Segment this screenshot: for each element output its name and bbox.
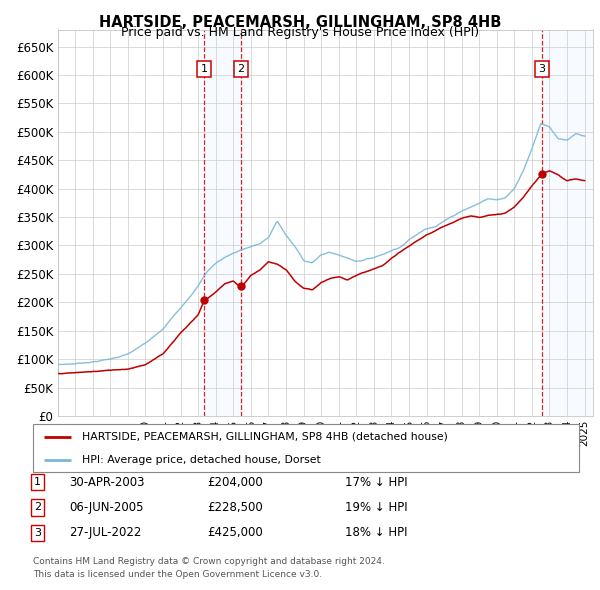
- Text: 30-APR-2003: 30-APR-2003: [69, 476, 145, 489]
- Text: This data is licensed under the Open Government Licence v3.0.: This data is licensed under the Open Gov…: [33, 571, 322, 579]
- Text: 2: 2: [34, 503, 41, 512]
- Text: 2: 2: [238, 64, 245, 74]
- Text: 27-JUL-2022: 27-JUL-2022: [69, 526, 142, 539]
- Text: 19% ↓ HPI: 19% ↓ HPI: [345, 501, 407, 514]
- Text: HPI: Average price, detached house, Dorset: HPI: Average price, detached house, Dors…: [82, 455, 321, 465]
- Text: £228,500: £228,500: [207, 501, 263, 514]
- Bar: [204, 30, 245, 416]
- Text: £204,000: £204,000: [207, 476, 263, 489]
- Text: Price paid vs. HM Land Registry's House Price Index (HPI): Price paid vs. HM Land Registry's House …: [121, 26, 479, 39]
- Text: 3: 3: [34, 528, 41, 537]
- Text: 06-JUN-2005: 06-JUN-2005: [69, 501, 143, 514]
- Text: 17% ↓ HPI: 17% ↓ HPI: [345, 476, 407, 489]
- Text: Contains HM Land Registry data © Crown copyright and database right 2024.: Contains HM Land Registry data © Crown c…: [33, 558, 385, 566]
- Text: HARTSIDE, PEACEMARSH, GILLINGHAM, SP8 4HB: HARTSIDE, PEACEMARSH, GILLINGHAM, SP8 4H…: [99, 15, 501, 30]
- Text: 1: 1: [34, 477, 41, 487]
- Bar: [542, 30, 593, 416]
- Text: £425,000: £425,000: [207, 526, 263, 539]
- Text: 3: 3: [538, 64, 545, 74]
- Text: 1: 1: [200, 64, 208, 74]
- Text: HARTSIDE, PEACEMARSH, GILLINGHAM, SP8 4HB (detached house): HARTSIDE, PEACEMARSH, GILLINGHAM, SP8 4H…: [82, 432, 448, 442]
- Text: 18% ↓ HPI: 18% ↓ HPI: [345, 526, 407, 539]
- FancyBboxPatch shape: [33, 424, 579, 472]
